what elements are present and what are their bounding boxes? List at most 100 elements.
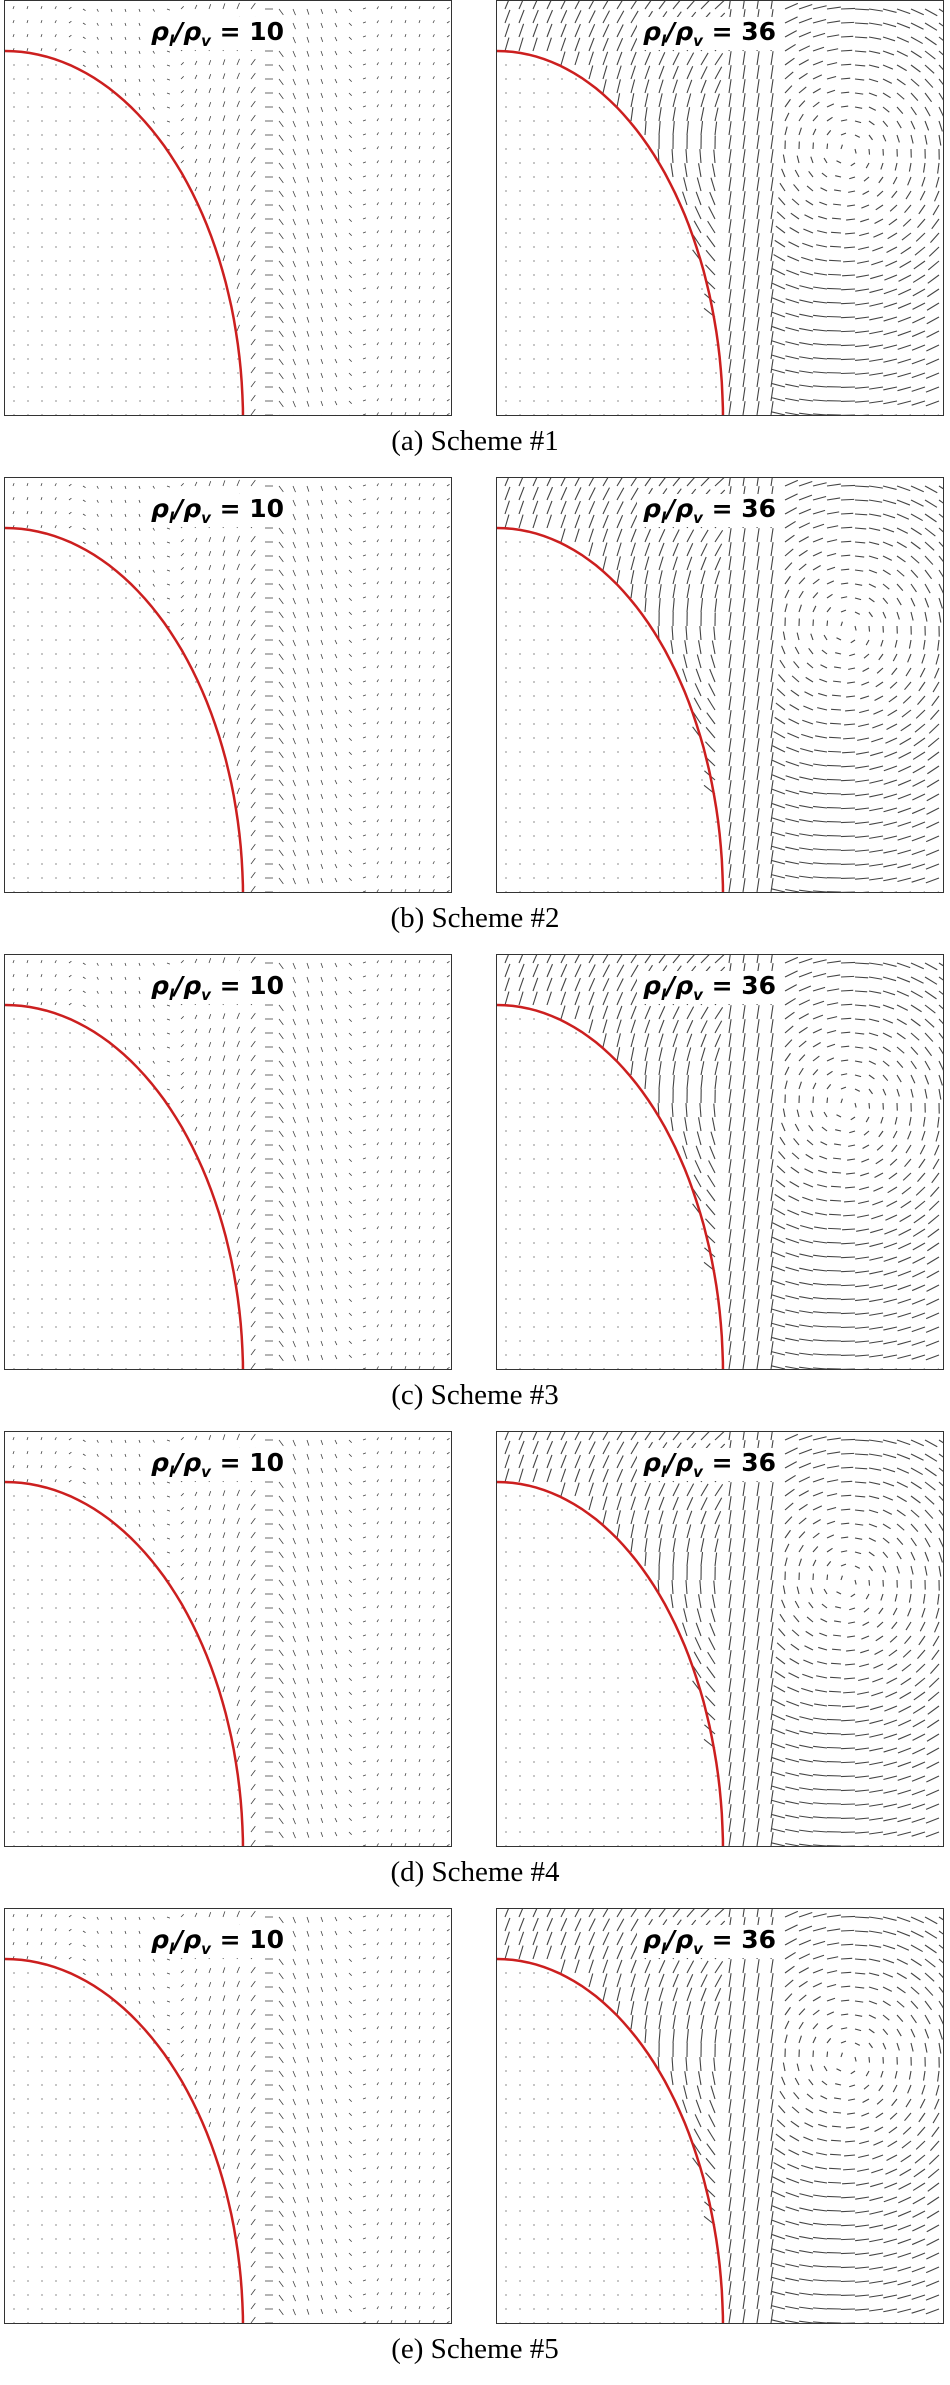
velocity-vector	[349, 149, 352, 152]
velocity-vector	[13, 974, 14, 977]
velocity-vector	[687, 66, 693, 79]
velocity-vector	[125, 9, 126, 12]
velocity-vector	[391, 76, 392, 79]
velocity-vector	[729, 149, 731, 163]
velocity-vector	[447, 1255, 450, 1257]
velocity-vector	[685, 640, 687, 654]
velocity-vector	[125, 514, 126, 517]
velocity-vector	[279, 556, 283, 562]
velocity-vector	[405, 581, 406, 584]
velocity-vector	[433, 1352, 434, 1355]
velocity-vector	[69, 961, 71, 963]
velocity-vector	[533, 978, 538, 991]
velocity-vector	[817, 231, 827, 233]
velocity-vector	[715, 585, 718, 598]
velocity-vector	[153, 556, 155, 559]
velocity-vector	[377, 861, 379, 864]
velocity-vector	[816, 245, 827, 247]
velocity-vector	[125, 1047, 126, 1050]
velocity-vector	[743, 682, 745, 696]
velocity-vector	[293, 1047, 296, 1053]
velocity-vector	[827, 512, 839, 514]
velocity-vector	[757, 191, 759, 205]
velocity-vector	[757, 1, 759, 9]
velocity-vector	[307, 738, 309, 744]
velocity-vector	[377, 1156, 379, 1159]
velocity-vector	[447, 413, 450, 415]
velocity-vector	[405, 483, 406, 486]
velocity-vector	[884, 780, 897, 784]
velocity-vector	[729, 528, 731, 542]
velocity-vector	[869, 149, 870, 155]
velocity-vector	[363, 723, 366, 724]
velocity-vector	[307, 65, 309, 71]
velocity-vector	[787, 256, 799, 261]
velocity-vector	[701, 66, 707, 79]
velocity-vector	[279, 345, 283, 351]
velocity-vector	[349, 1299, 352, 1302]
velocity-vector	[335, 486, 337, 490]
velocity-vector	[799, 591, 803, 598]
velocity-vector	[729, 864, 731, 878]
velocity-vector	[223, 648, 225, 654]
velocity-vector	[673, 93, 676, 107]
velocity-vector	[757, 275, 759, 289]
velocity-vector	[631, 1006, 636, 1019]
velocity-vector	[237, 185, 240, 191]
velocity-vector	[335, 654, 337, 658]
velocity-vector	[41, 511, 42, 514]
velocity-vector	[813, 552, 822, 556]
velocity-vector	[195, 1127, 197, 1131]
velocity-vector	[841, 766, 855, 767]
velocity-vector	[377, 1114, 379, 1117]
velocity-vector	[803, 706, 813, 710]
velocity-vector	[419, 384, 420, 387]
velocity-vector	[813, 538, 823, 542]
velocity-vector	[69, 21, 71, 23]
velocity-vector	[419, 286, 420, 289]
velocity-vector	[307, 205, 309, 211]
velocity-vector	[659, 52, 665, 65]
velocity-vector	[869, 1019, 879, 1022]
velocity-vector	[363, 527, 366, 528]
velocity-vector	[363, 1340, 366, 1341]
velocity-vector	[237, 1125, 240, 1131]
velocity-vector	[659, 80, 663, 93]
velocity-vector	[687, 530, 694, 542]
velocity-vector	[645, 66, 650, 79]
velocity-vector	[912, 415, 925, 416]
velocity-vector	[377, 342, 379, 345]
velocity-vector	[827, 316, 841, 317]
velocity-vector	[869, 486, 883, 488]
velocity-vector	[181, 146, 184, 149]
velocity-vector	[841, 92, 849, 93]
velocity-vector	[13, 988, 14, 991]
velocity-vector	[405, 651, 406, 654]
velocity-vector	[911, 514, 923, 521]
velocity-vector	[799, 972, 812, 977]
velocity-vector	[419, 1128, 420, 1131]
velocity-vector	[293, 724, 296, 730]
velocity-vector	[813, 510, 825, 514]
velocity-vector	[617, 488, 624, 500]
velocity-vector	[349, 724, 352, 727]
velocity-vector	[363, 1298, 366, 1299]
velocity-vector	[321, 65, 323, 70]
velocity-vector	[237, 1265, 240, 1271]
velocity-vector	[307, 724, 309, 730]
velocity-vector	[617, 1006, 622, 1019]
velocity-vector	[321, 1047, 323, 1052]
velocity-vector	[377, 398, 379, 401]
velocity-vector	[881, 640, 883, 646]
velocity-vector	[879, 654, 883, 660]
velocity-vector	[125, 1019, 126, 1022]
velocity-vector	[209, 130, 211, 135]
panel-high-ratio: ρl/ρv = 36	[496, 477, 944, 893]
velocity-vector	[391, 595, 392, 598]
velocity-vector	[433, 1198, 434, 1201]
liquid-vapor-interface	[497, 528, 723, 893]
velocity-vector	[335, 808, 337, 812]
velocity-vector	[363, 358, 366, 359]
velocity-vector	[363, 1312, 366, 1313]
velocity-vector	[939, 977, 944, 985]
